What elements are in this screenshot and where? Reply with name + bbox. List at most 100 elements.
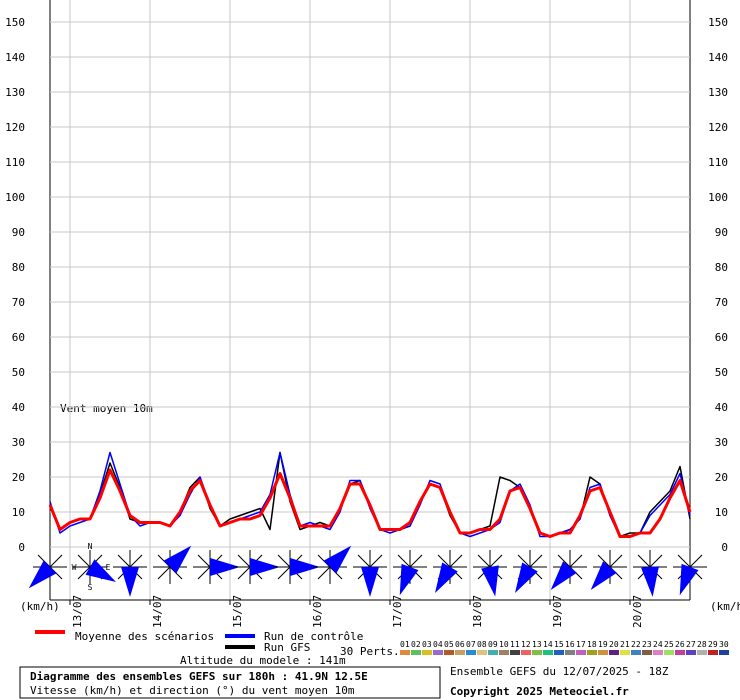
pert-swatch bbox=[653, 650, 663, 655]
compass-label: W bbox=[72, 563, 77, 572]
rose-spoke bbox=[49, 554, 63, 568]
pert-label: 22 bbox=[631, 640, 641, 649]
pert-label: 11 bbox=[510, 640, 520, 649]
pert-label: 26 bbox=[675, 640, 685, 649]
pert-label: 13 bbox=[532, 640, 542, 649]
y-unit-left: (km/h) bbox=[20, 600, 60, 613]
rose-spoke bbox=[609, 554, 623, 568]
y-tick-label: 140 bbox=[5, 51, 25, 64]
pert-swatch bbox=[642, 650, 652, 655]
pert-swatch bbox=[697, 650, 707, 655]
y-tick-label: 150 bbox=[5, 16, 25, 29]
pert-label: 25 bbox=[664, 640, 674, 649]
y-tick-label: 0 bbox=[721, 541, 728, 554]
legend-label: Moyenne des scénarios bbox=[75, 630, 214, 643]
y-tick-label: 120 bbox=[708, 121, 728, 134]
y-tick-label: 110 bbox=[708, 156, 728, 169]
rose-spoke bbox=[517, 554, 531, 568]
x-tick-label: 19/07 bbox=[551, 595, 564, 628]
y-tick-label: 60 bbox=[715, 331, 728, 344]
pert-label: 02 bbox=[411, 640, 421, 649]
rose-spoke bbox=[489, 554, 503, 568]
pert-label: 18 bbox=[587, 640, 597, 649]
y-tick-label: 130 bbox=[5, 86, 25, 99]
y-tick-label: 90 bbox=[12, 226, 25, 239]
y-tick-label: 150 bbox=[708, 16, 728, 29]
x-tick-label: 20/07 bbox=[631, 595, 644, 628]
wind-arrow bbox=[323, 545, 352, 574]
x-tick-label: 14/07 bbox=[151, 595, 164, 628]
wind-arrow bbox=[290, 558, 320, 576]
wind-arrow bbox=[361, 567, 379, 597]
x-tick-label: 13/07 bbox=[71, 595, 84, 628]
wind-arrow bbox=[515, 562, 538, 593]
pert-swatch bbox=[719, 650, 729, 655]
rose-spoke bbox=[637, 554, 651, 568]
pert-swatch bbox=[609, 650, 619, 655]
y-tick-label: 60 bbox=[12, 331, 25, 344]
pert-label: 12 bbox=[521, 640, 531, 649]
y-tick-label: 70 bbox=[715, 296, 728, 309]
y-tick-label: 50 bbox=[12, 366, 25, 379]
pert-label: 17 bbox=[576, 640, 586, 649]
pert-label: 29 bbox=[708, 640, 718, 649]
y-tick-label: 120 bbox=[5, 121, 25, 134]
pert-label: 03 bbox=[422, 640, 432, 649]
pert-swatch bbox=[532, 650, 542, 655]
pert-label: 08 bbox=[477, 640, 487, 649]
wind-arrow bbox=[121, 567, 139, 597]
series-line bbox=[48, 468, 692, 538]
copyright: Copyright 2025 Meteociel.fr bbox=[450, 685, 629, 698]
rose-spoke bbox=[437, 554, 451, 568]
rose-spoke bbox=[397, 554, 411, 568]
pert-label: 15 bbox=[554, 640, 564, 649]
rose-spoke bbox=[157, 566, 171, 580]
pert-swatch bbox=[664, 650, 674, 655]
rose-spoke bbox=[409, 554, 423, 568]
wind-arrow bbox=[641, 566, 659, 597]
pert-swatch bbox=[708, 650, 718, 655]
y-tick-label: 80 bbox=[12, 261, 25, 274]
pert-swatch bbox=[488, 650, 498, 655]
wind-arrow bbox=[163, 545, 192, 574]
y-unit-right: (km/h) bbox=[710, 600, 740, 613]
y-tick-label: 110 bbox=[5, 156, 25, 169]
chart-subtitle: Vitesse (km/h) et direction (°) du vent … bbox=[30, 684, 355, 697]
pert-swatch bbox=[444, 650, 454, 655]
altitude: Altitude du modele : 141m bbox=[180, 654, 346, 667]
pert-label: 21 bbox=[620, 640, 630, 649]
rose-spoke bbox=[529, 554, 543, 568]
legend-label: Run de contrôle bbox=[264, 630, 363, 643]
perts-label: 30 Perts. bbox=[340, 645, 400, 658]
pert-swatch bbox=[466, 650, 476, 655]
pert-swatch bbox=[499, 650, 509, 655]
rose-spoke bbox=[77, 566, 91, 580]
pert-label: 30 bbox=[719, 640, 729, 649]
pert-swatch bbox=[620, 650, 630, 655]
pert-swatch bbox=[543, 650, 553, 655]
compass-label: E bbox=[106, 563, 111, 572]
pert-swatch bbox=[455, 650, 465, 655]
y-tick-label: 50 bbox=[715, 366, 728, 379]
y-tick-label: 20 bbox=[12, 471, 25, 484]
pert-swatch bbox=[554, 650, 564, 655]
pert-label: 19 bbox=[598, 640, 608, 649]
rose-spoke bbox=[557, 554, 571, 568]
rose-spoke bbox=[689, 554, 703, 568]
pert-swatch bbox=[521, 650, 531, 655]
chart-title: Diagramme des ensembles GEFS sur 180h : … bbox=[30, 670, 368, 683]
rose-spoke bbox=[449, 554, 463, 568]
annotation: Vent moyen 10m bbox=[60, 402, 153, 415]
pert-swatch bbox=[510, 650, 520, 655]
rose-spoke bbox=[649, 554, 663, 568]
pert-swatch bbox=[576, 650, 586, 655]
y-tick-label: 20 bbox=[715, 471, 728, 484]
pert-label: 16 bbox=[565, 640, 575, 649]
rose-spoke bbox=[597, 554, 611, 568]
pert-label: 01 bbox=[400, 640, 410, 649]
wind-arrow bbox=[481, 565, 499, 597]
rose-spoke bbox=[357, 554, 371, 568]
y-tick-label: 40 bbox=[715, 401, 728, 414]
pert-label: 28 bbox=[697, 640, 707, 649]
rose-spoke bbox=[237, 566, 251, 580]
